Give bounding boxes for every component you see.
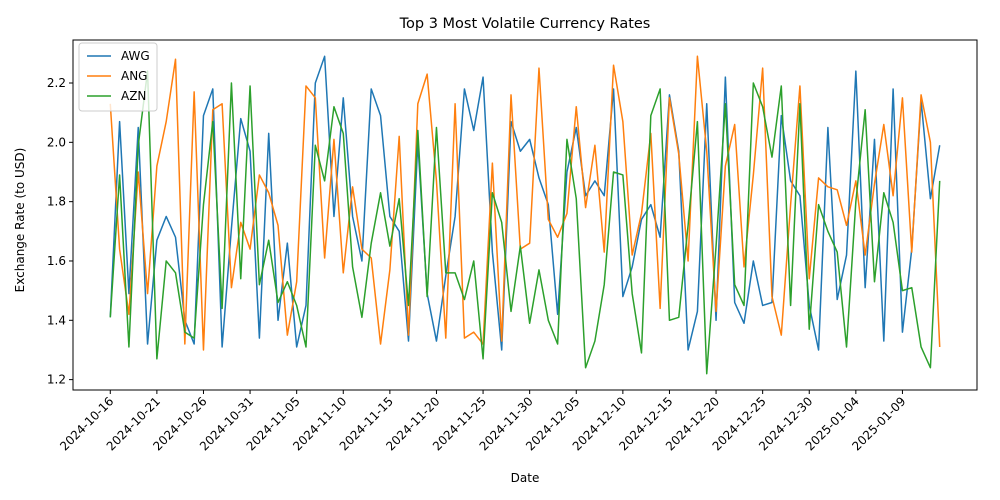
y-tick-label: 1.8	[47, 195, 66, 209]
y-tick-label: 2.2	[47, 76, 66, 90]
y-tick-label: 1.4	[47, 313, 66, 327]
y-tick-label: 1.6	[47, 254, 66, 268]
y-axis: 1.2 1.4 1.6 1.8 2.0 2.2	[47, 76, 73, 387]
legend: AWG ANG AZN	[78, 42, 158, 112]
legend-label-azn: AZN	[121, 89, 146, 103]
x-axis-label: Date	[511, 471, 540, 485]
series-line-ang	[109, 55, 941, 351]
y-tick-label: 1.2	[47, 373, 66, 387]
legend-box	[78, 42, 158, 112]
legend-label-awg: AWG	[121, 49, 150, 63]
legend-label-ang: ANG	[121, 69, 147, 83]
chart-title: Top 3 Most Volatile Currency Rates	[399, 16, 651, 32]
plot-frame	[72, 39, 978, 391]
series-line-awg	[109, 55, 941, 351]
y-axis-label: Exchange Rate (to USD)	[13, 148, 27, 293]
series-line-azn	[109, 70, 941, 375]
series-layer	[109, 55, 941, 375]
y-tick-label: 2.0	[47, 135, 66, 149]
